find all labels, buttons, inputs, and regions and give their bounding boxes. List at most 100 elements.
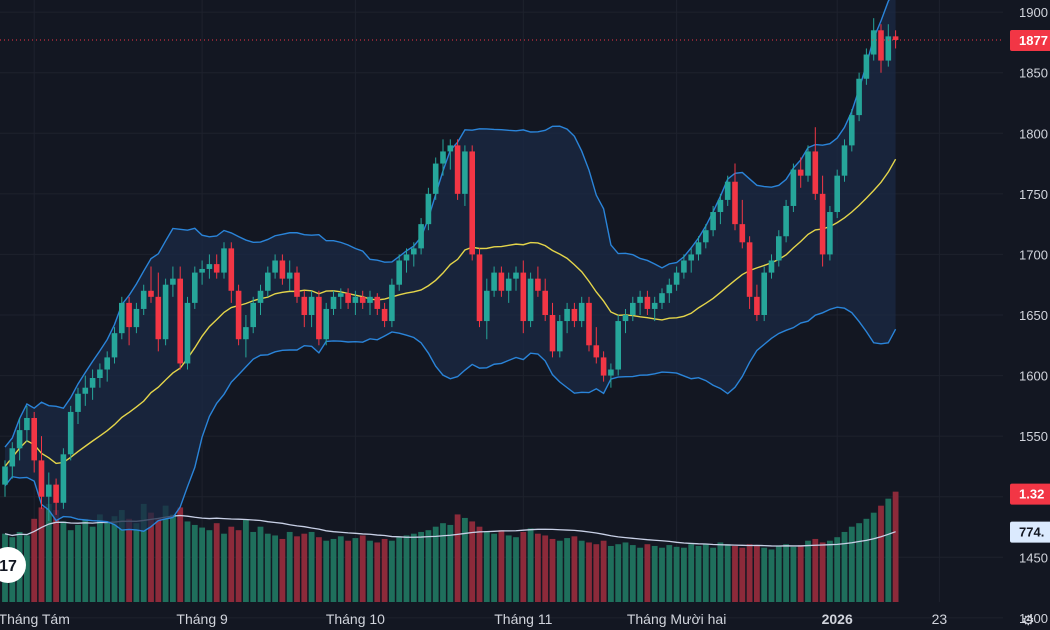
- candle-body: [834, 175, 840, 213]
- candle-body: [739, 224, 746, 243]
- candle-body: [681, 260, 687, 273]
- candle-body: [16, 430, 23, 449]
- volume-ma-tag-bg: [1010, 521, 1050, 543]
- candle: [46, 472, 52, 521]
- candle-body: [432, 163, 439, 194]
- candle: [367, 290, 373, 315]
- volume-bar: [155, 517, 162, 602]
- candle: [403, 248, 410, 273]
- volume-bar: [783, 544, 789, 602]
- volume-bar: [659, 547, 665, 602]
- candle-body: [345, 293, 351, 303]
- candle: [557, 315, 563, 358]
- candle: [67, 405, 74, 461]
- volume-bar: [622, 542, 629, 602]
- volume-tag-bg: [1010, 483, 1050, 505]
- candle-body: [97, 369, 103, 378]
- volume-bar: [600, 540, 607, 602]
- candle-body: [491, 272, 497, 291]
- volume-bar: [250, 531, 257, 602]
- volume-bar: [892, 491, 899, 602]
- volume-bar: [67, 530, 74, 602]
- candle-body: [75, 393, 81, 412]
- volume-bar: [221, 533, 227, 602]
- volume-bar: [775, 545, 782, 602]
- volume-bar: [140, 503, 147, 602]
- volume-bar: [863, 518, 870, 602]
- volume-bar: [396, 537, 403, 602]
- volume-bar: [352, 538, 359, 602]
- candle: [359, 290, 366, 309]
- volume-bar: [191, 524, 198, 602]
- candle-body: [133, 308, 140, 328]
- volume-bar: [739, 547, 746, 602]
- candle-body: [177, 278, 183, 364]
- volume-bar: [535, 533, 541, 602]
- candle: [279, 254, 286, 285]
- candle: [790, 163, 797, 213]
- candle-body: [564, 308, 570, 322]
- candle: [24, 405, 30, 443]
- candle-body: [316, 296, 322, 340]
- axes: 1900185018001750170016501600155015001450…: [0, 5, 1050, 628]
- price-tick-label: 1400: [1019, 611, 1048, 626]
- volume-bar: [702, 544, 709, 602]
- volume-bar: [330, 538, 337, 602]
- volume-bar: [389, 540, 395, 602]
- volume-bar: [754, 545, 760, 602]
- candle-body: [578, 302, 585, 322]
- candle-body: [863, 54, 870, 79]
- volume-bar: [148, 512, 154, 602]
- volume-bar: [184, 521, 191, 602]
- volume-bar: [812, 538, 819, 602]
- price-tick-label: 1800: [1019, 126, 1048, 141]
- volume-bar: [82, 518, 89, 602]
- volume-bar: [790, 546, 797, 602]
- candle-body: [870, 30, 877, 55]
- volume-bar: [651, 545, 658, 602]
- candle-body: [622, 315, 629, 322]
- candle-body: [24, 417, 30, 431]
- volume-bar: [615, 544, 622, 602]
- candle-body: [184, 302, 191, 364]
- candle: [16, 417, 23, 461]
- volume-bar: [505, 535, 512, 602]
- time-tick-label: Tháng 11: [494, 611, 552, 627]
- candle-body: [608, 369, 614, 376]
- volume-bar: [31, 518, 38, 602]
- candle: [768, 254, 775, 279]
- volume-bar: [447, 524, 454, 602]
- candle: [892, 30, 899, 49]
- last-price-tag-bg: [1010, 29, 1050, 51]
- volume-bar: [286, 531, 293, 602]
- volume-bar: [89, 526, 96, 602]
- volume-bar: [359, 535, 366, 602]
- candle: [542, 278, 548, 322]
- candle-body: [827, 212, 833, 255]
- candle-body: [557, 321, 563, 352]
- candle-body: [279, 260, 286, 279]
- volume-bar: [856, 523, 862, 602]
- candle: [140, 284, 147, 315]
- volume-bar: [797, 545, 804, 602]
- candle: [885, 24, 892, 67]
- candle: [849, 109, 855, 152]
- candle: [710, 205, 716, 237]
- candle: [162, 278, 169, 346]
- candle-body: [228, 248, 235, 291]
- candle: [396, 254, 402, 291]
- candle-body: [498, 272, 505, 291]
- candle: [469, 145, 475, 261]
- volume-bar: [688, 544, 695, 602]
- price-tick-label: 1650: [1019, 308, 1048, 323]
- bollinger-lower-line: [4, 306, 897, 532]
- candle-body: [301, 296, 308, 315]
- candle: [549, 302, 556, 358]
- candle-body: [89, 378, 96, 388]
- volume-bar: [264, 533, 271, 602]
- candle: [484, 278, 490, 340]
- candle-body: [374, 296, 381, 309]
- candle-body: [476, 254, 483, 322]
- candle-body: [82, 387, 89, 394]
